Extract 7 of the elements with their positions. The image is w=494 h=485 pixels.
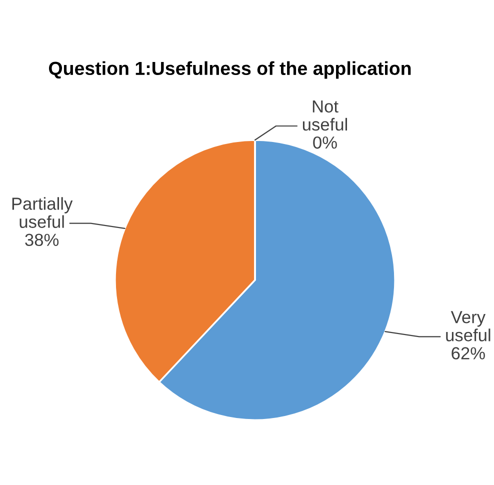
slice-label: Very useful [446,311,490,342]
chart-title: Question 1:Usefulness of the application [48,61,411,79]
data-label: 62% [452,347,485,360]
data-label: 38% [25,234,59,246]
text: 0% [313,136,337,149]
slice-label: Partially useful [12,197,73,228]
category-label: Not useful [302,100,348,131]
